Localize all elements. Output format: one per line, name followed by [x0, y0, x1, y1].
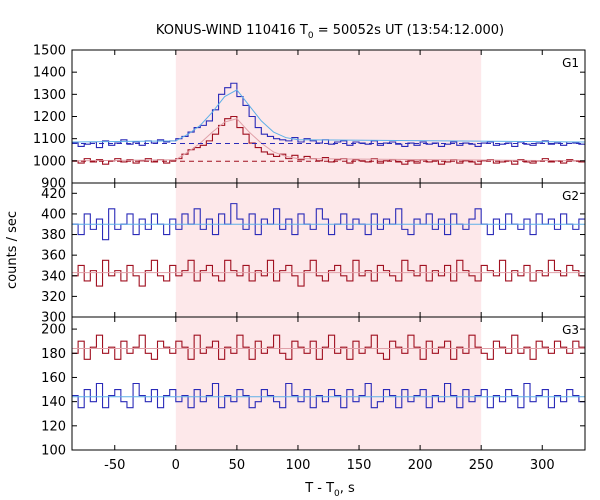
chart-title-rest: = 50052s UT (13:54:12.000) — [314, 23, 504, 38]
panel-2-series-2 — [72, 259, 585, 287]
x-tick-label: 250 — [469, 458, 494, 473]
panel-1-label: G1 — [562, 56, 579, 70]
panel-3-series-1 — [72, 334, 585, 360]
panel-2-y-tick-label: 340 — [41, 269, 66, 284]
panel-3-y-tick-label: 120 — [41, 419, 66, 434]
x-tick-label: 100 — [286, 458, 311, 473]
x-axis-title: T - T0, s — [304, 481, 355, 499]
chart-title-main: KONUS-WIND 110416 T — [156, 23, 308, 38]
x-tick-label: 300 — [530, 458, 555, 473]
x-tick-label: 50 — [229, 458, 246, 473]
chart-title: KONUS-WIND 110416 T0 = 50052s UT (13:54:… — [156, 23, 504, 41]
panel-2-y-tick-label: 360 — [41, 249, 66, 264]
panel-2-y-tick-label: 320 — [41, 290, 66, 305]
panel-3-y-tick-label: 180 — [41, 347, 66, 362]
panel-1-series-3 — [71, 89, 586, 143]
panel-1-y-tick-label: 1200 — [33, 110, 66, 125]
x-axis-title-rest: , s — [340, 481, 355, 496]
x-tick-label: 150 — [347, 458, 372, 473]
panel-3-y-tick-label: 160 — [41, 371, 66, 386]
ticks-layer: 900100011001200130014001500G130032034036… — [33, 44, 585, 473]
panel-1-y-tick-label: 1300 — [33, 88, 66, 103]
x-tick-label: 200 — [408, 458, 433, 473]
highlight-interval — [175, 50, 482, 450]
panel-2-y-tick-label: 380 — [41, 228, 66, 243]
panel-2-y-tick-label: 300 — [41, 311, 66, 326]
panel-1-series-4 — [71, 118, 586, 162]
x-axis-title-subscript: 0 — [334, 489, 340, 499]
panel-1-y-tick-label: 1000 — [33, 154, 66, 169]
panel-2-y-tick-label: 400 — [41, 207, 66, 222]
series-layer — [71, 82, 586, 409]
x-tick-label: -50 — [104, 458, 125, 473]
panel-3-label: G3 — [562, 323, 579, 337]
panel-2-label: G2 — [562, 189, 579, 203]
highlight-region-layer — [175, 50, 482, 450]
panel-3-y-tick-label: 200 — [41, 323, 66, 338]
panel-1-y-tick-label: 1400 — [33, 66, 66, 81]
panel-3-y-tick-label: 100 — [41, 444, 66, 459]
panel-1-y-tick-label: 1100 — [33, 132, 66, 147]
panel-1-y-tick-label: 1500 — [33, 44, 66, 59]
x-axis-title-main: T - T — [304, 481, 334, 496]
y-axis-title: counts / sec — [5, 211, 20, 289]
x-tick-label: 0 — [172, 458, 180, 473]
panel-3-y-tick-label: 140 — [41, 395, 66, 410]
panel-1-series-1 — [72, 82, 585, 149]
panel-3-frame — [71, 316, 586, 451]
panel-1-y-tick-label: 900 — [41, 177, 66, 192]
panel-2-series-1 — [72, 203, 585, 241]
panel-2-y-tick-label: 420 — [41, 187, 66, 202]
chart-title-subscript: 0 — [308, 31, 314, 41]
